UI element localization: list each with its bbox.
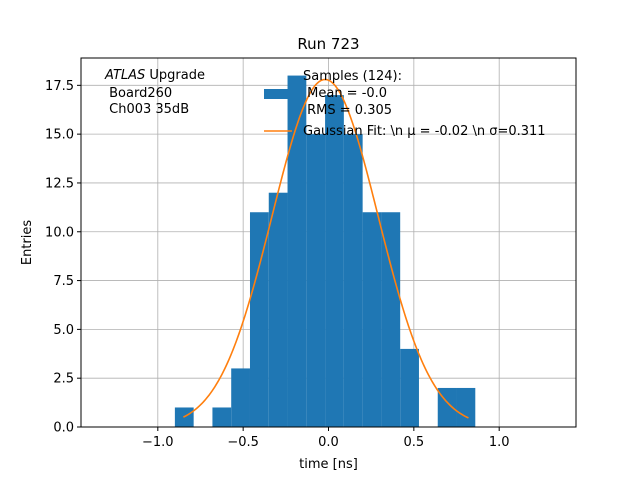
x-tick-label: 0.0	[318, 435, 339, 450]
histogram-bar	[249, 212, 269, 427]
histogram-bar	[306, 134, 326, 427]
y-axis-label: Entries	[20, 220, 35, 266]
annotation-title: ATLAS Upgrade	[104, 68, 205, 83]
annotation-board: Board260	[105, 86, 172, 101]
annotation-atlas: ATLAS	[104, 68, 145, 83]
histogram-bar	[231, 368, 250, 427]
x-tick-label: −0.5	[227, 435, 259, 450]
gaussian-fit-layer	[183, 78, 469, 419]
chart-title: Run 723	[297, 35, 359, 53]
annotation-upgrade: Upgrade	[145, 68, 205, 83]
histogram-bar	[287, 75, 307, 428]
y-tick-label: 10.0	[45, 225, 74, 240]
y-tick-label: 17.5	[45, 79, 74, 94]
histogram-bars	[174, 75, 476, 428]
y-tick-label: 0.0	[53, 421, 74, 436]
legend-rms-label: RMS = 0.305	[303, 103, 392, 118]
histogram-bar	[212, 407, 232, 427]
legend-mean-label: Mean = -0.0	[303, 86, 387, 101]
histogram-bar	[362, 212, 382, 427]
y-tick-label: 12.5	[45, 176, 74, 191]
histogram-bar	[268, 192, 288, 427]
histogram-bar	[400, 348, 419, 427]
y-axis-ticks: 0.0 2.5 5.0 7.5 10.0 12.5 15.0 17.5	[45, 79, 81, 436]
x-axis-label: time [ns]	[299, 457, 358, 472]
gaussian-fit-curve	[183, 78, 469, 419]
legend-histogram-patch	[264, 89, 292, 99]
atlas-annotation: ATLAS Upgrade Board260 Ch003 35dB	[104, 68, 205, 117]
legend-samples-label: Samples (124):	[303, 69, 402, 84]
histogram-bar	[343, 134, 363, 427]
histogram-bar	[325, 95, 344, 427]
histogram-bar	[456, 387, 476, 427]
x-tick-label: 1.0	[489, 435, 510, 450]
x-axis-ticks: −1.0 −0.5 0.0 0.5 1.0	[142, 427, 510, 450]
y-tick-label: 2.5	[53, 372, 74, 387]
legend: Samples (124): Mean = -0.0 RMS = 0.305 G…	[264, 69, 546, 139]
y-tick-label: 5.0	[53, 323, 74, 338]
annotation-channel: Ch003 35dB	[105, 102, 189, 117]
y-tick-label: 15.0	[45, 128, 74, 143]
x-tick-label: −1.0	[142, 435, 174, 450]
x-tick-label: 0.5	[404, 435, 425, 450]
y-tick-label: 7.5	[53, 274, 74, 289]
legend-fit-label: Gaussian Fit: \n μ = -0.02 \n σ=0.311	[303, 124, 546, 139]
histogram-bar	[381, 212, 401, 427]
